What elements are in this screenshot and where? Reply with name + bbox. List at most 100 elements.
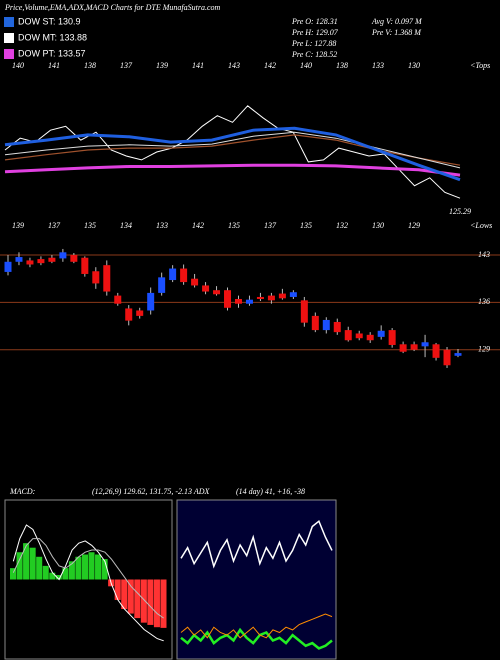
candle-body <box>410 344 418 350</box>
legend-swatch <box>4 49 14 59</box>
candle-body <box>202 285 210 292</box>
candle-body <box>125 308 133 321</box>
candle-body <box>443 349 451 366</box>
candle-body <box>48 257 56 262</box>
candle-body <box>366 334 374 341</box>
chart-title: Price,Volume,EMA,ADX,MACD Charts for DTE… <box>4 3 221 12</box>
low-label: 132 <box>336 221 348 230</box>
macd-bar <box>42 565 49 580</box>
macd-bar <box>114 579 121 600</box>
candle-body <box>103 265 111 292</box>
low-label: 139 <box>12 221 24 230</box>
candle-body <box>377 330 385 337</box>
candle-body <box>300 300 308 323</box>
candle-body <box>454 353 462 356</box>
candle-body <box>169 268 177 281</box>
legend-swatch <box>4 17 14 27</box>
macd-bar <box>121 579 128 610</box>
candle-body <box>256 296 264 299</box>
macd-bar <box>49 572 56 580</box>
candle-body <box>322 319 330 331</box>
top-label: 143 <box>228 61 240 70</box>
legend-label: DOW ST: 130.9 <box>18 16 81 26</box>
top-label: 140 <box>300 61 312 70</box>
top-label: 138 <box>84 61 96 70</box>
candle-body <box>147 292 155 311</box>
candle-body <box>136 310 144 316</box>
macd-bar <box>29 547 36 580</box>
low-label: 135 <box>228 221 240 230</box>
lows-label: <Lows <box>470 221 492 230</box>
low-label: 137 <box>264 221 277 230</box>
top-label: 140 <box>12 61 24 70</box>
candle-body <box>399 344 407 352</box>
macd-bar <box>68 561 75 580</box>
macd-bar <box>75 556 82 580</box>
macd-bar <box>10 568 17 580</box>
candle-body <box>4 261 12 272</box>
candle-body <box>234 298 242 304</box>
macd-params: (12,26,9) 129.62, 131.75, -2.13 ADX <box>92 487 211 496</box>
adx-line <box>180 627 333 650</box>
candle-body <box>432 344 440 358</box>
legend-swatch <box>4 33 14 43</box>
candle-body <box>388 330 396 345</box>
top-label: 138 <box>336 61 348 70</box>
candle-body <box>114 295 122 304</box>
candle-body <box>213 290 221 295</box>
candle-body <box>191 278 199 286</box>
low-label: 142 <box>192 221 204 230</box>
candle-body <box>267 295 275 301</box>
ema-line <box>4 126 461 182</box>
candle-body <box>158 277 166 293</box>
macd-bar <box>23 543 30 580</box>
candle-body <box>92 271 100 284</box>
stat: Pre L: 127.88 <box>291 39 336 48</box>
candle-body <box>333 321 341 333</box>
ema-line <box>4 131 461 169</box>
candle-body <box>311 315 319 331</box>
candle-body <box>59 252 67 259</box>
adx-label: (14 day) 41, +16, -38 <box>236 487 305 496</box>
candle-body <box>224 290 232 308</box>
low-label: 134 <box>120 221 132 230</box>
ema-line <box>4 163 461 177</box>
candle-body <box>70 255 78 262</box>
top-label: 141 <box>192 61 204 70</box>
ema-line <box>4 134 461 166</box>
last-value: 125.29 <box>449 207 471 216</box>
top-label: 139 <box>156 61 168 70</box>
candle-body <box>355 333 363 339</box>
stat: Pre V: 1.368 M <box>371 28 422 37</box>
y-tick-label: 129 <box>478 345 490 354</box>
candle-body <box>245 299 253 304</box>
macd-line <box>12 538 164 619</box>
macd-bar <box>81 554 88 580</box>
low-label: 135 <box>84 221 96 230</box>
macd-bar <box>95 554 102 580</box>
macd-bar <box>127 579 134 614</box>
candle-body <box>81 257 89 274</box>
low-label: 130 <box>372 221 384 230</box>
macd-bar <box>88 552 95 580</box>
macd-bar <box>101 559 108 580</box>
macd-bar <box>153 579 160 628</box>
tops-label: <Tops <box>470 61 490 70</box>
stat: Pre C: 128.52 <box>291 50 337 59</box>
top-label: 137 <box>120 61 133 70</box>
candle-body <box>15 257 23 262</box>
adx-line <box>180 613 333 639</box>
low-label: 137 <box>48 221 61 230</box>
macd-bar <box>147 579 154 625</box>
macd-bar <box>55 574 62 580</box>
top-label: 142 <box>264 61 276 70</box>
stat: Pre H: 129.07 <box>291 28 339 37</box>
legend-label: DOW MT: 133.88 <box>18 32 87 42</box>
macd-bar <box>62 568 69 580</box>
macd-bar <box>36 556 43 580</box>
candle-body <box>344 330 352 341</box>
low-label: 129 <box>408 221 420 230</box>
candle-body <box>289 292 297 297</box>
low-label: 133 <box>156 221 168 230</box>
